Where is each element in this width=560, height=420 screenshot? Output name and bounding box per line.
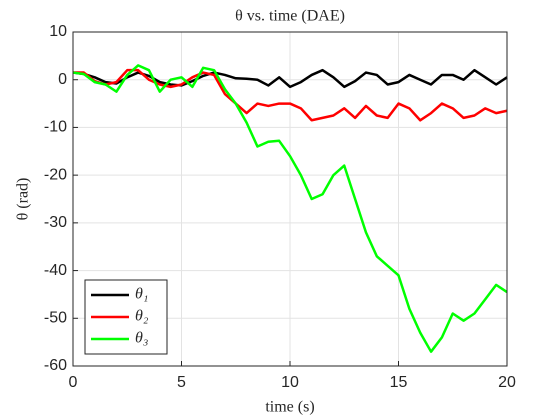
axes-box [72, 31, 508, 367]
line-series [73, 68, 508, 122]
x-tick-label: 20 [498, 374, 516, 391]
legend-label: θ₃ [135, 330, 148, 347]
y-tick-label: -20 [44, 166, 67, 183]
y-axis-label: θ (rad) [15, 178, 32, 221]
y-tick-label: -50 [44, 310, 67, 327]
y-tick-label: -30 [44, 214, 67, 231]
y-tick-label: 10 [49, 23, 67, 40]
x-tick-label: 10 [281, 374, 299, 391]
y-tick-label: -10 [44, 119, 67, 136]
legend-label: θ₁ [135, 286, 148, 303]
chart-title: θ vs. time (DAE) [235, 8, 345, 25]
x-tick-label: 0 [69, 374, 78, 391]
y-tick-label: 0 [58, 71, 67, 88]
y-tick-label: -40 [44, 262, 67, 279]
y-tick-label: -60 [44, 357, 67, 374]
line-series [72, 68, 508, 89]
line-series [72, 64, 508, 353]
legend-label: θ₂ [135, 308, 149, 325]
x-axis-label: time (s) [265, 399, 314, 416]
x-tick-label: 15 [390, 374, 408, 391]
x-tick-label: 5 [177, 374, 186, 391]
